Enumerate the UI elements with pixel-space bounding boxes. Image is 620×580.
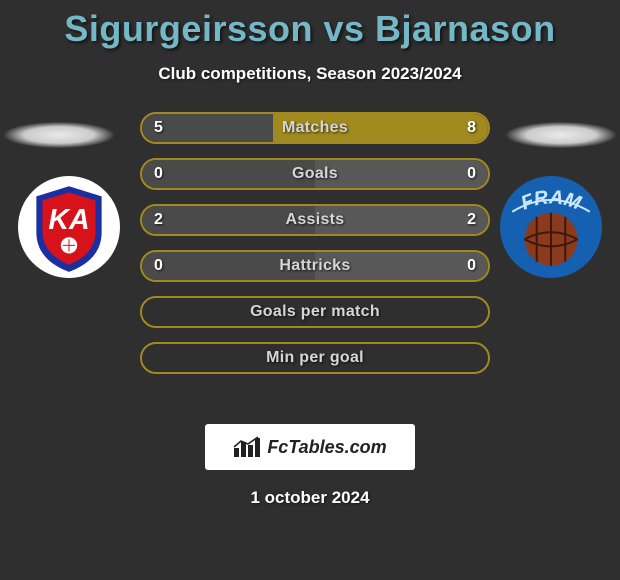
- date-line: 1 october 2024: [0, 488, 620, 508]
- source-logo-text: FcTables.com: [267, 437, 386, 458]
- subtitle: Club competitions, Season 2023/2024: [0, 64, 620, 84]
- stat-row: 22Assists: [140, 204, 490, 236]
- stat-row: Goals per match: [140, 296, 490, 328]
- stat-label: Goals: [142, 160, 488, 188]
- stat-row: Min per goal: [140, 342, 490, 374]
- comparison-panel: KA FRAM FRAM 58Matches 00Goals 22Assists 00…: [0, 112, 620, 412]
- stat-label: Matches: [142, 114, 488, 142]
- stat-label: Hattricks: [142, 252, 488, 280]
- source-logo: FcTables.com: [205, 424, 415, 470]
- page-title: Sigurgeirsson vs Bjarnason: [0, 0, 620, 50]
- stat-label: Assists: [142, 206, 488, 234]
- team-badge-right: FRAM FRAM: [500, 176, 602, 278]
- stat-row: 00Hattricks: [140, 250, 490, 282]
- badge-shadow-right: [506, 122, 616, 148]
- stat-label: Goals per match: [142, 298, 488, 326]
- badge-shadow-left: [4, 122, 114, 148]
- team-badge-left: KA: [18, 176, 120, 278]
- bars-icon: [233, 436, 261, 458]
- stat-row: 00Goals: [140, 158, 490, 190]
- svg-text:KA: KA: [48, 204, 89, 236]
- stat-label: Min per goal: [142, 344, 488, 372]
- stat-bars: 58Matches 00Goals 22Assists 00Hattricks Goal…: [140, 112, 490, 388]
- stat-row: 58Matches: [140, 112, 490, 144]
